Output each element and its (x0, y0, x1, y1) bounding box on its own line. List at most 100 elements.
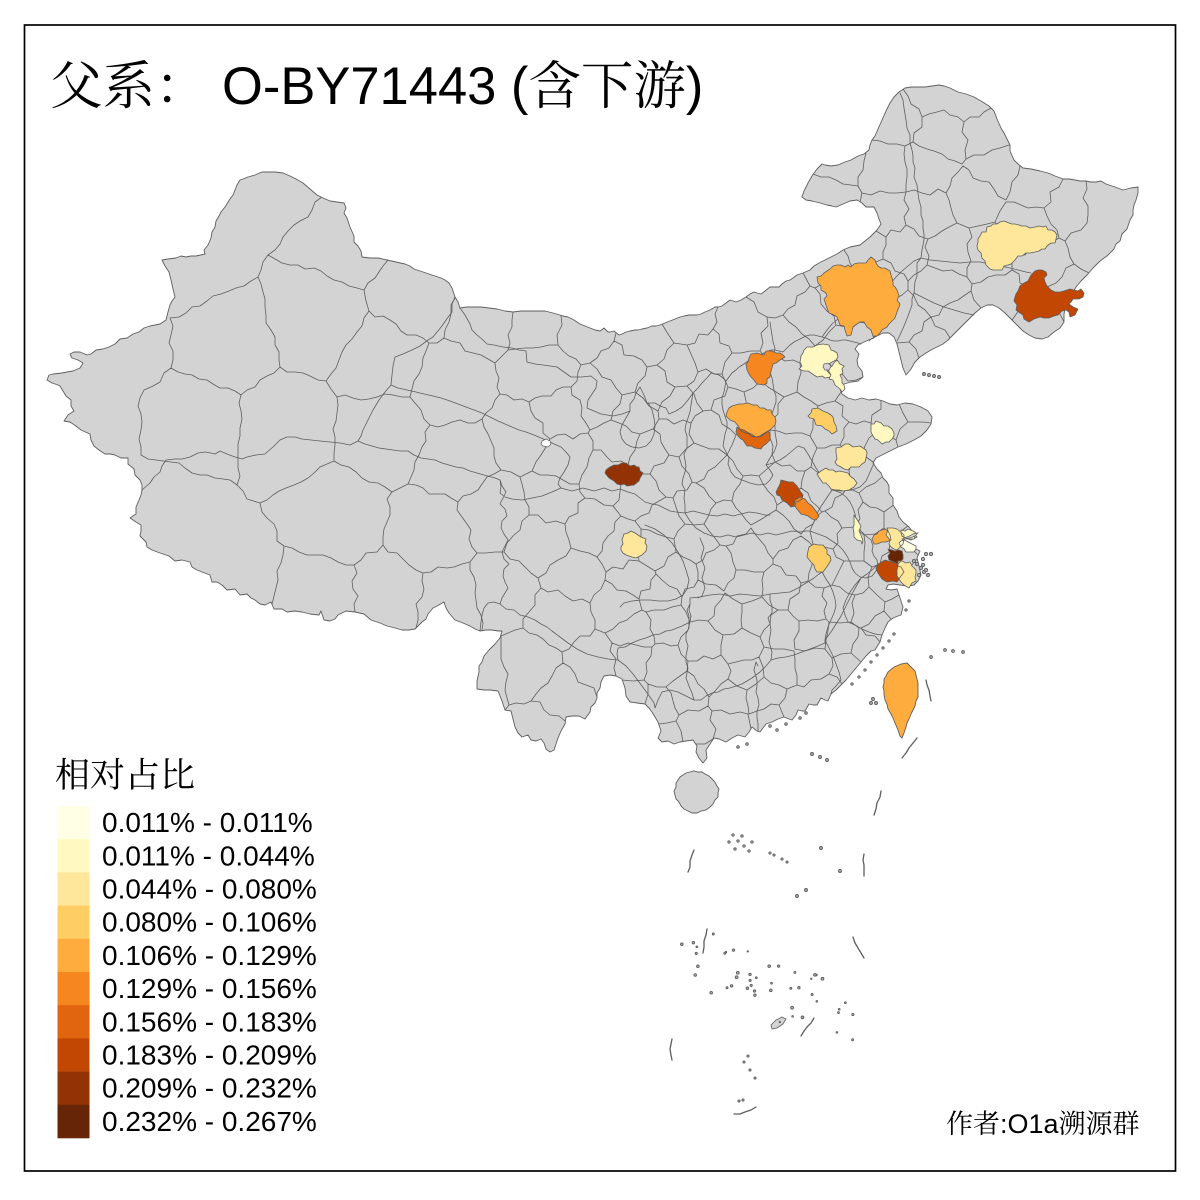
island-speck (734, 975, 739, 980)
island-speck (851, 1038, 855, 1042)
island-speck (820, 976, 825, 981)
title-glyph (583, 61, 632, 109)
island-speck (742, 844, 746, 848)
mainland[interactable] (46, 84, 1139, 764)
colored-region[interactable] (799, 344, 838, 378)
legend-swatch (57, 905, 90, 940)
colored-region[interactable] (835, 444, 867, 470)
island-speck (749, 983, 753, 987)
frame-border (23, 24, 1177, 1172)
title-glyph (105, 59, 151, 109)
island-speck (776, 964, 781, 968)
colored-region[interactable] (817, 468, 857, 491)
island-speck (937, 375, 941, 379)
legend-row: 0.044% - 0.080% (57, 872, 317, 906)
colored-region[interactable] (888, 549, 903, 564)
credit-glyph (1113, 1110, 1139, 1136)
chart-title: O-BY71443 ( ) (52, 57, 703, 116)
island-speck (711, 932, 715, 936)
island-speck (753, 1076, 757, 1080)
credit: :O1a (946, 1109, 1139, 1139)
province-borders (141, 92, 1032, 732)
colored-region[interactable] (817, 257, 900, 336)
colored-region[interactable] (794, 497, 819, 520)
island-speck (920, 562, 926, 568)
title-glyph (530, 59, 580, 109)
island-speck (748, 978, 752, 982)
legend-title-glyph (91, 757, 124, 790)
island-speck (892, 632, 896, 636)
colored-region[interactable] (605, 463, 643, 486)
island-speck (785, 860, 789, 864)
legend-swatch (57, 972, 90, 1006)
island-speck (737, 1099, 741, 1103)
island-speck (920, 556, 926, 562)
island-speck (804, 888, 808, 892)
colored-region[interactable] (871, 421, 894, 444)
island-speck (694, 951, 698, 955)
hainan-island[interactable] (673, 770, 720, 814)
colored-region[interactable] (827, 360, 845, 392)
colored-region[interactable] (746, 351, 785, 385)
colored-region[interactable] (853, 515, 863, 544)
island-speck (745, 986, 750, 990)
island-specks (680, 372, 965, 1103)
island-speck (911, 558, 917, 564)
island-speck (818, 755, 822, 759)
beijing-core (822, 362, 832, 371)
island-speck (695, 945, 699, 949)
taiwan-island[interactable] (882, 662, 919, 739)
legend-row: 0.106% - 0.129% (57, 938, 317, 973)
island-speck (790, 1005, 794, 1010)
colored-region[interactable] (1014, 270, 1084, 322)
legend-title-glyph (56, 757, 89, 790)
legend-row: 0.156% - 0.183% (57, 1005, 317, 1039)
legend-row: 0.011% - 0.044% (57, 839, 315, 873)
china-map[interactable] (46, 84, 1139, 1115)
island-speck (746, 950, 749, 953)
island-speck (875, 653, 879, 657)
island-speck (929, 655, 933, 659)
title-glyph (52, 61, 101, 109)
legend-swatch (57, 1038, 90, 1072)
island-speck (798, 716, 802, 720)
colored-region[interactable] (977, 221, 1057, 270)
island-speck (750, 840, 754, 844)
island-speck (748, 1068, 752, 1072)
island-speck (869, 660, 873, 664)
legend-label: 0.080% - 0.106% (102, 907, 317, 938)
island-speck (789, 986, 793, 990)
island-speck (907, 599, 911, 603)
island-speck (769, 988, 773, 993)
island-speck (916, 572, 922, 578)
island-speck (874, 701, 878, 705)
legend-row: 0.232% - 0.267% (57, 1104, 317, 1139)
colored-region[interactable] (726, 403, 776, 437)
island-speck (791, 1015, 794, 1018)
colored-region[interactable] (872, 529, 891, 544)
legend-swatch (57, 1071, 90, 1106)
island-speck (752, 989, 757, 993)
legend-label: 0.011% - 0.011% (102, 807, 313, 838)
legend-label: 0.232% - 0.267% (102, 1106, 317, 1137)
qinghai-lake (540, 438, 552, 448)
island-speck (815, 1000, 819, 1003)
colored-region[interactable] (621, 531, 647, 558)
island-speck (914, 561, 920, 567)
island-speck (904, 608, 908, 612)
island-speck (869, 701, 873, 705)
island-speck (727, 840, 731, 844)
island-speck (746, 1054, 750, 1058)
island-speck (729, 984, 734, 988)
colored-region[interactable] (807, 544, 831, 572)
credit-glyph (946, 1110, 973, 1136)
island-speck (961, 650, 965, 654)
legend-row: 0.209% - 0.232% (57, 1071, 317, 1106)
legend-label: 0.209% - 0.232% (102, 1073, 317, 1104)
island-speck (741, 1098, 745, 1102)
island-speck (813, 973, 817, 977)
island-speck (943, 648, 947, 652)
legend-swatch (57, 938, 90, 973)
island-speck (767, 964, 771, 968)
